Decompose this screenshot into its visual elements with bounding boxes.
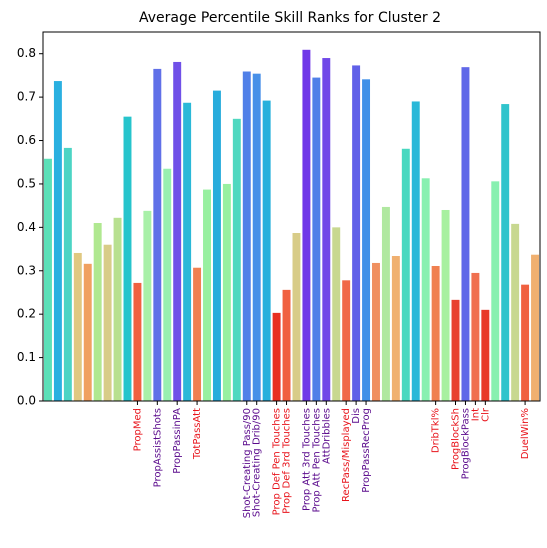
bar	[183, 102, 192, 402]
bar	[372, 262, 380, 401]
x-tick-label: DribTkl%	[431, 408, 442, 453]
bar	[431, 265, 440, 401]
bar	[53, 81, 62, 401]
plot-frame	[42, 31, 541, 402]
x-tick-label: ProgBlockPass	[460, 408, 471, 479]
bar	[391, 256, 400, 401]
bar	[411, 101, 420, 401]
x-tick-label: PropAssistShots	[152, 408, 163, 487]
x-tick-label: Prop Def 3rd Touches	[282, 408, 293, 514]
bar	[352, 65, 361, 401]
x-tick-label: PropPassRecProg	[361, 408, 372, 493]
bar	[272, 312, 281, 401]
bar	[173, 61, 182, 402]
x-tick-label: DuelWin%	[520, 408, 531, 459]
y-tick-label: 0.5	[17, 176, 36, 190]
x-tick-label: Shot-Creating Drib/90	[252, 408, 263, 517]
bar	[103, 244, 112, 401]
bar	[193, 267, 202, 401]
bar	[93, 223, 102, 401]
bar	[491, 181, 500, 401]
bar	[83, 263, 92, 401]
bar	[501, 104, 510, 401]
y-tick-label: 0.2	[17, 307, 36, 321]
y-tick-label: 0.6	[17, 133, 36, 147]
bar	[113, 217, 122, 401]
bar	[153, 68, 162, 402]
x-tick-label: Prop Att 3rd Touches	[301, 408, 312, 511]
bar	[441, 209, 450, 401]
bar	[232, 118, 241, 401]
x-tick-label: TotPassAtt	[192, 408, 203, 460]
bar	[203, 189, 211, 401]
bar	[143, 210, 152, 401]
bar	[252, 73, 261, 401]
bar	[381, 206, 390, 401]
x-tick-label: Dis	[351, 408, 362, 424]
bar	[471, 272, 480, 401]
bar	[332, 227, 341, 401]
bar	[163, 168, 172, 401]
bar	[451, 299, 460, 401]
bar	[362, 79, 371, 402]
x-tick-label: AttDribbles	[321, 408, 332, 464]
bar	[322, 58, 331, 401]
bar	[73, 252, 82, 401]
bar	[511, 223, 520, 401]
bar	[242, 71, 251, 402]
bar	[421, 178, 430, 401]
bar	[43, 158, 52, 401]
bar	[312, 77, 321, 402]
y-tick-label: 0.3	[17, 263, 36, 277]
x-tick-label: Prop Att Pen Touches	[311, 408, 322, 512]
bar	[481, 309, 490, 401]
bar	[133, 282, 142, 401]
bar	[342, 280, 351, 401]
bar	[123, 116, 132, 401]
bar	[292, 232, 301, 401]
bar	[461, 67, 470, 402]
bar	[531, 254, 540, 401]
y-tick-label: 0.7	[17, 90, 36, 104]
bar	[222, 183, 231, 401]
bar	[521, 284, 530, 401]
x-tick-label: Prop Def Pen Touches	[272, 408, 283, 515]
x-tick-label: RecPass/Misplayed	[341, 408, 352, 502]
x-tick-label: Int	[470, 408, 481, 421]
y-tick-label: 0.1	[17, 350, 36, 364]
x-tick-label: PropMed	[132, 408, 143, 451]
bar	[262, 100, 271, 402]
x-tick-label: Shot-Creating Pass/90	[242, 408, 253, 518]
x-tick-label: Clr	[480, 407, 491, 422]
x-tick-label: PropPassinPA	[172, 408, 183, 474]
bar	[63, 147, 72, 401]
y-tick-label: 0.4	[17, 220, 36, 234]
bar	[302, 49, 311, 401]
y-tick-label: 0.8	[17, 46, 36, 60]
bar	[282, 289, 291, 401]
bar	[212, 90, 221, 401]
y-tick-label: 0.0	[17, 394, 36, 408]
bar	[401, 148, 410, 401]
chart-title: Average Percentile Skill Ranks for Clust…	[139, 10, 441, 26]
x-tick-label: ProgBlockSh	[451, 408, 462, 470]
